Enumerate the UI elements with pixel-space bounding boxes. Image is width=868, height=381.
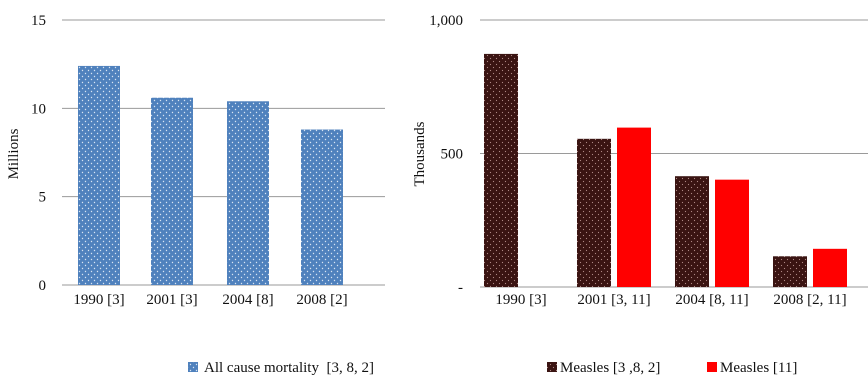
- bar-measles-3-8-2-1990-3: [484, 53, 518, 288]
- right-legend: Measles [3 ,8, 2] Measles [11]: [547, 360, 797, 376]
- y-tick-label: 5: [39, 190, 47, 206]
- left-legend: All cause mortality [3, 8, 2]: [188, 360, 374, 376]
- x-tick-label: 2004 [8, 11]: [675, 292, 748, 308]
- left-chart: 0 5 10 15 1990 [3] 2001 [3] 2004 [8] 2008 [2] M…: [6, 13, 385, 308]
- left-y-axis-label: Millions: [6, 128, 22, 179]
- right-y-axis-label: Thousands: [412, 121, 428, 186]
- x-tick-label: 1990 [3]: [73, 292, 124, 308]
- right-chart: - 500 1,000 1990 [3] 2001 [3, 11] 2004 [8, 11…: [412, 13, 868, 308]
- bar-measles-3-8-2-2004-8-11: [675, 176, 709, 287]
- bar-measles-3-8-2-2008-2-11: [773, 256, 807, 287]
- legend-label-all-cause: All cause mortality [3, 8, 2]: [204, 360, 374, 376]
- y-tick-label: 15: [31, 13, 46, 29]
- bar-measles-11-2004-8-11: [715, 179, 749, 287]
- bar-all-cause-mortality-3-8-2-2008-2: [301, 129, 343, 285]
- legend-swatch-all-cause: [188, 362, 198, 372]
- x-tick-label: 2001 [3]: [146, 292, 197, 308]
- y-tick-label: -: [458, 280, 463, 296]
- bar-all-cause-mortality-3-8-2-2001-3: [151, 97, 193, 285]
- x-tick-label: 2008 [2]: [296, 292, 347, 308]
- y-tick-label: 10: [31, 101, 46, 117]
- x-tick-label: 2001 [3, 11]: [577, 292, 650, 308]
- bar-all-cause-mortality-3-8-2-2004-8: [227, 101, 269, 286]
- legend-label-measles-a: Measles [3 ,8, 2]: [560, 360, 660, 376]
- y-tick-label: 500: [441, 147, 464, 163]
- y-tick-label: 1,000: [429, 13, 463, 29]
- y-tick-label: 0: [39, 278, 47, 294]
- bar-measles-11-2008-2-11: [813, 248, 847, 287]
- bar-measles-3-8-2-2001-3-11: [577, 138, 611, 287]
- bar-all-cause-mortality-3-8-2-1990-3: [78, 65, 120, 285]
- x-tick-label: 1990 [3]: [495, 292, 546, 308]
- x-tick-label: 2008 [2, 11]: [773, 292, 846, 308]
- x-tick-label: 2004 [8]: [222, 292, 273, 308]
- legend-swatch-measles-b: [707, 362, 717, 372]
- bar-measles-11-2001-3-11: [617, 127, 651, 287]
- legend-swatch-measles-a: [547, 362, 557, 372]
- legend-label-measles-b: Measles [11]: [720, 360, 797, 376]
